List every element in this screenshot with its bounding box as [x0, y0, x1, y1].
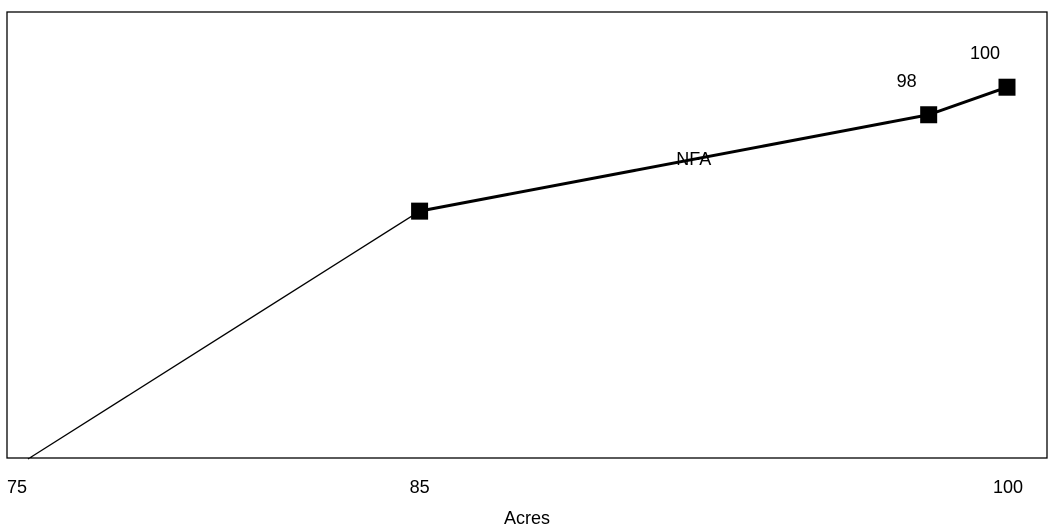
series-markers: [411, 78, 1016, 220]
data-label: 100: [970, 43, 1000, 63]
x-axis-ticks: 75 85 100: [7, 477, 1023, 497]
data-point-marker: [920, 106, 938, 124]
series-line-segment: [419, 113, 929, 213]
series-line-segment: [27, 210, 420, 460]
x-tick-label: 100: [993, 477, 1023, 497]
x-tick-label: 85: [410, 477, 430, 497]
data-point-marker: [998, 78, 1016, 96]
x-tick-label: 75: [7, 477, 27, 497]
annotation-label: NFA: [676, 149, 711, 169]
x-axis-label: Acres: [504, 508, 550, 528]
data-labels: 98 100: [897, 43, 1000, 91]
annotations: NFA: [676, 149, 711, 169]
series-lines: [27, 85, 1008, 460]
plot-frame: [6, 11, 1048, 459]
data-label: 98: [897, 71, 917, 91]
series-line-segment: [928, 85, 1008, 117]
data-point-marker: [411, 202, 429, 220]
